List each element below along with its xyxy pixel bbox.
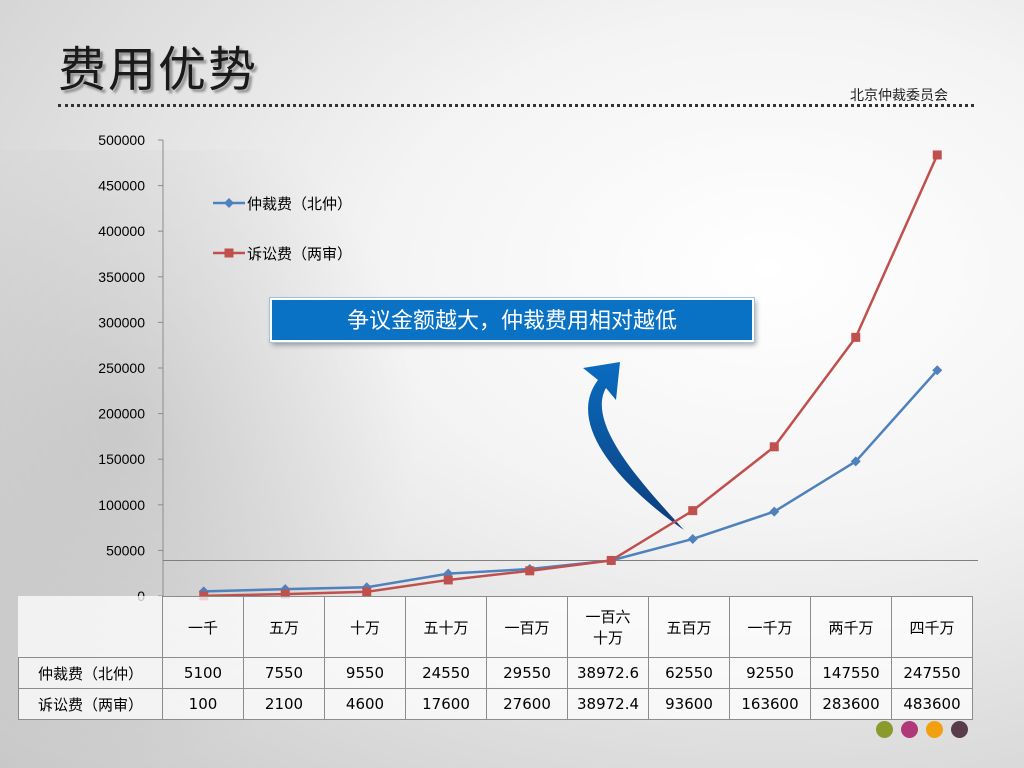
- table-cell: 147550: [810, 657, 892, 689]
- y-tick-label: 150000: [98, 451, 145, 467]
- table-category-header: 五百万: [648, 596, 730, 658]
- y-tick-label: 350000: [98, 269, 145, 285]
- table-category-header: 两千万: [810, 596, 892, 658]
- series-2-point: [769, 442, 779, 452]
- organization-name: 北京仲裁委员会: [850, 88, 948, 104]
- table-cell: 100: [162, 688, 244, 720]
- y-tick-label: 50000: [106, 542, 145, 558]
- table-category-header: 一千万: [729, 596, 811, 658]
- table-cell: 247550: [891, 657, 973, 689]
- table-category-header: 十万: [324, 596, 406, 658]
- series-2-point: [525, 566, 535, 576]
- table-category-header: 四千万: [891, 596, 973, 658]
- series-2-point: [362, 587, 372, 597]
- legend-marker-diamond: [224, 198, 234, 208]
- table-cell: 29550: [486, 657, 568, 689]
- table-row-label: 诉讼费（两审）: [18, 688, 163, 720]
- category-label: 十万: [592, 629, 623, 647]
- table-category-header: 一百六 十万: [567, 596, 649, 658]
- table-cell: 4600: [324, 688, 406, 720]
- chart-axes: 0500001000001500002000002500003000003500…: [98, 132, 164, 604]
- series-1-point: [932, 365, 943, 376]
- table-corner: [18, 596, 163, 658]
- callout-box: 争议金额越大，仲裁费用相对越低: [270, 298, 754, 342]
- series-2-point: [851, 332, 861, 342]
- category-label: 一千万: [747, 618, 793, 637]
- dot-orange: [926, 721, 943, 738]
- slide-title: 费用优势: [58, 42, 259, 98]
- series-1-point: [687, 533, 698, 544]
- table-cell: 483600: [891, 688, 973, 720]
- table-cell: 38972.6: [567, 657, 649, 689]
- table-cell: 163600: [729, 688, 811, 720]
- decorative-dots: [876, 721, 968, 738]
- y-tick-label: 100000: [98, 497, 145, 513]
- series-2-point: [443, 575, 453, 585]
- table-cell: 38972.4: [567, 688, 649, 720]
- category-label: 五百万: [666, 618, 712, 637]
- table-row-label: 仲裁费（北仲）: [18, 657, 163, 689]
- series-2-point: [688, 506, 698, 516]
- legend-label-1: 仲裁费（北仲）: [247, 195, 352, 213]
- data-table: 一千 五万 十万 五十万 一百万 一百六 十万 五百万 一千万 两千万 四千万 仲裁费（北仲） 5100…: [18, 596, 973, 720]
- curved-arrow: [583, 362, 684, 530]
- table-cell: 27600: [486, 688, 568, 720]
- category-label: 一百六: [585, 608, 631, 626]
- table-category-header: 五十万: [405, 596, 487, 658]
- table-cell: 92550: [729, 657, 811, 689]
- category-label: 两千万: [828, 618, 874, 637]
- y-tick-label: 250000: [98, 360, 145, 376]
- legend-marker-square: [224, 248, 234, 258]
- dot-magenta: [901, 721, 918, 738]
- series-1-point: [769, 506, 780, 517]
- chart-legend: 仲裁费（北仲） 诉讼费（两审）: [213, 195, 352, 263]
- y-tick-label: 450000: [98, 178, 145, 194]
- table-cell: 2100: [243, 688, 325, 720]
- series-2-point: [606, 555, 616, 565]
- table-cell: 7550: [243, 657, 325, 689]
- category-label: 五万: [268, 618, 299, 637]
- table-cell: 17600: [405, 688, 487, 720]
- table-category-header: 一千: [162, 596, 244, 658]
- series-1-point: [850, 456, 861, 467]
- table-category-header: 五万: [243, 596, 325, 658]
- table-cell: 9550: [324, 657, 406, 689]
- arrow-icon: [583, 362, 684, 530]
- table-cell: 93600: [648, 688, 730, 720]
- table-row: 诉讼费（两审） 100 2100 4600 17600 27600 38972.4 93600…: [18, 688, 973, 720]
- chart-series: [198, 150, 943, 601]
- series-line-1: [203, 369, 939, 593]
- y-tick-label: 400000: [98, 223, 145, 239]
- y-tick-label: 300000: [98, 314, 145, 330]
- category-label: 十万: [349, 618, 380, 637]
- table-category-header: 一百万: [486, 596, 568, 658]
- series-2-point: [280, 589, 290, 599]
- category-label: 一千: [187, 618, 218, 637]
- table-cell: 62550: [648, 657, 730, 689]
- table-row: 仲裁费（北仲） 5100 7550 9550 24550 29550 38972.6 6255…: [18, 657, 973, 689]
- category-label: 一百万: [504, 618, 550, 637]
- title-divider: [58, 104, 974, 107]
- category-label: 四千万: [909, 618, 955, 637]
- dot-plum: [951, 721, 968, 738]
- series-2-point: [199, 591, 209, 601]
- y-tick-label: 200000: [98, 406, 145, 422]
- series-line-2: [203, 154, 939, 598]
- dot-olive: [876, 721, 893, 738]
- table-cell: 283600: [810, 688, 892, 720]
- series-2-point: [932, 150, 942, 160]
- y-tick-label: 500000: [98, 132, 145, 148]
- legend-label-2: 诉讼费（两审）: [247, 245, 352, 263]
- table-cell: 24550: [405, 657, 487, 689]
- category-label: 五十万: [423, 618, 469, 637]
- table-cell: 5100: [162, 657, 244, 689]
